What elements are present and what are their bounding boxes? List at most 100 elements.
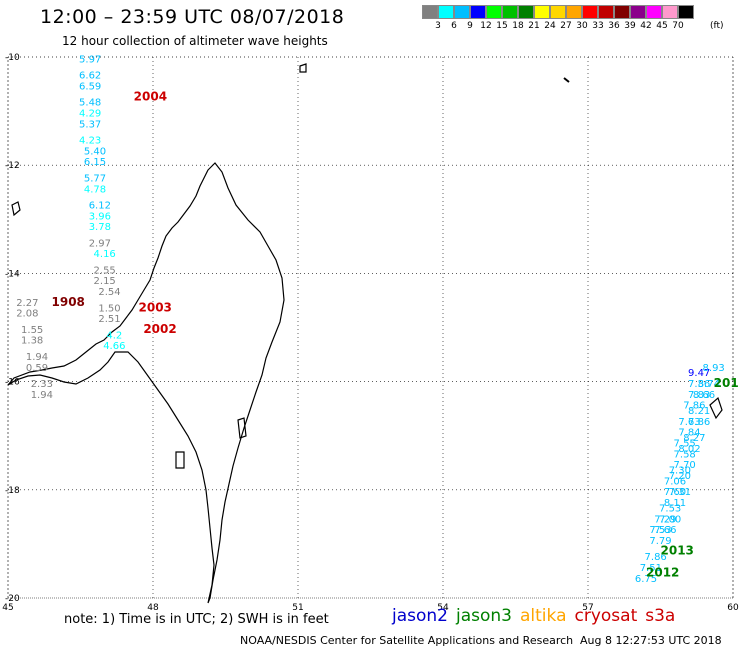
legend-swatch	[566, 5, 582, 19]
time-label: 2013	[661, 544, 694, 558]
time-label: 1908	[52, 295, 85, 309]
mayotte-island	[299, 63, 307, 73]
longitude-tick-label: 57	[582, 603, 593, 613]
color-legend: (ft) 3 6 9 12 15 18 21 24 27 30 33 36 39 42 45 70	[422, 5, 740, 33]
wave-height-value: 4.2	[106, 330, 122, 341]
wave-height-value: 7.29	[654, 514, 676, 525]
wave-height-value: 7.51	[640, 563, 662, 574]
legend-tick-label: 30	[576, 21, 588, 31]
legend-tick-label: 3	[435, 21, 441, 31]
legend-swatch	[662, 5, 678, 19]
latitude-tick-label: -18	[5, 486, 20, 496]
legend-swatch	[550, 5, 566, 19]
legend-tick-label: 12	[480, 21, 492, 31]
wave-height-value: 2.55	[94, 265, 116, 276]
latitude-tick-label: -20	[5, 594, 20, 604]
wave-height-value: 4.23	[79, 136, 101, 147]
wave-height-value: 2.15	[94, 276, 116, 287]
wave-height-value: 2.33	[31, 379, 53, 390]
wave-height-value: 6.62	[79, 71, 101, 82]
legend-tick-label: 42	[640, 21, 652, 31]
latitude-tick-label: -16	[5, 378, 20, 388]
wave-height-value: 7.66	[654, 525, 676, 536]
legend-swatch	[614, 5, 630, 19]
comoros-island	[11, 201, 21, 217]
legend-swatch	[470, 5, 486, 19]
legend-swatch	[630, 5, 646, 19]
small-island	[237, 417, 247, 439]
wave-height-value: 6.15	[84, 157, 106, 168]
wave-height-value: 7.70	[674, 460, 696, 471]
wave-height-value: 7.86	[683, 401, 705, 412]
legend-tick-label: 6	[451, 21, 457, 31]
time-labels: 2004 1908 2003 2002 201 2013 2012	[52, 89, 739, 579]
satellite-altika-label: altika	[520, 606, 567, 626]
wave-height-value: 6.75	[635, 574, 657, 585]
wave-height-value: 7.53	[649, 525, 671, 536]
legend-tick-label: 24	[544, 21, 556, 31]
legend-tick-label: 70	[672, 21, 684, 31]
legend-units: (ft)	[710, 21, 724, 31]
time-label: 2002	[143, 322, 176, 336]
wave-height-value: 7.86	[645, 552, 667, 563]
timestamp: Aug 8 12:27:53 UTC 2018	[580, 634, 722, 647]
wave-height-value: 4.16	[94, 249, 116, 260]
satellite-jason3-label: jason3	[456, 606, 512, 626]
wave-height-value: 1.55	[21, 325, 43, 336]
satellite-legend: jason2 jason3 altika cryosat s3a	[392, 606, 683, 626]
wave-height-value: 2.08	[16, 309, 38, 320]
latitude-tick-label: -10	[5, 53, 20, 63]
wave-height-value: 9.47	[688, 368, 710, 379]
satellite-cryosat-label: cryosat	[574, 606, 638, 626]
longitude-tick-label: 51	[292, 603, 303, 613]
wave-height-value: 7.79	[649, 536, 671, 547]
reunion-island	[709, 396, 723, 420]
wave-height-value: 6.59	[79, 81, 101, 92]
wave-height-value: 5.48	[79, 98, 101, 109]
wave-height-value: 8.66	[693, 390, 715, 401]
wave-height-value: 4.29	[79, 109, 101, 120]
wave-height-value: 0.59	[26, 363, 48, 374]
legend-swatches	[422, 5, 740, 19]
wave-height-value: 7.20	[669, 471, 691, 482]
latitude-tick-label: -12	[5, 161, 20, 171]
wave-height-value: 1.94	[26, 352, 48, 363]
wave-height-value: 3.96	[89, 211, 111, 222]
legend-swatch	[422, 5, 438, 19]
legend-swatch	[678, 5, 694, 19]
map-title: 12:00 – 23:59 UTC 08/07/2018	[40, 6, 345, 28]
wave-height-value: 4.78	[84, 184, 106, 195]
wave-height-value: 8.11	[664, 498, 686, 509]
wave-height-value: 8.02	[678, 444, 700, 455]
wave-height-value: 7.86	[688, 417, 710, 428]
credit-text: NOAA/NESDIS Center for Satellite Applica…	[240, 634, 574, 647]
legend-swatch	[518, 5, 534, 19]
legend-tick-label: 9	[467, 21, 473, 31]
time-label: 2003	[139, 300, 172, 314]
map-subtitle: 12 hour collection of altimeter wave hei…	[62, 34, 328, 48]
wave-height-labels: 5.97 6.626.59 5.484.295.37 4.235.406.15 5.77…	[16, 54, 725, 584]
legend-tick-label: 39	[624, 21, 636, 31]
wave-height-value: 7.84	[678, 428, 700, 439]
lat-lon-grid	[7, 56, 734, 599]
legend-tick-label: 33	[592, 21, 604, 31]
wave-height-value: 8.27	[683, 433, 705, 444]
legend-swatch	[582, 5, 598, 19]
wave-height-value: 5.77	[84, 173, 106, 184]
wave-height-value: 4.66	[103, 341, 125, 352]
wave-height-value: 1.94	[31, 390, 53, 401]
legend-swatch	[438, 5, 454, 19]
legend-swatch	[598, 5, 614, 19]
legend-swatch	[646, 5, 662, 19]
agalega-island	[563, 77, 570, 83]
wave-height-value: 7.31	[669, 487, 691, 498]
wave-height-value: 2.97	[89, 238, 111, 249]
wave-height-value: 5.40	[84, 146, 106, 157]
time-label: 2012	[646, 565, 679, 579]
wave-height-value: 7.36	[688, 379, 710, 390]
wave-height-value: 8.21	[688, 406, 710, 417]
wave-height-value: 7.60	[664, 487, 686, 498]
wave-height-value: 7.53	[659, 503, 681, 514]
wave-height-value: 3.78	[89, 222, 111, 233]
footer-note: note: 1) Time is in UTC; 2) SWH is in fe…	[64, 612, 329, 627]
